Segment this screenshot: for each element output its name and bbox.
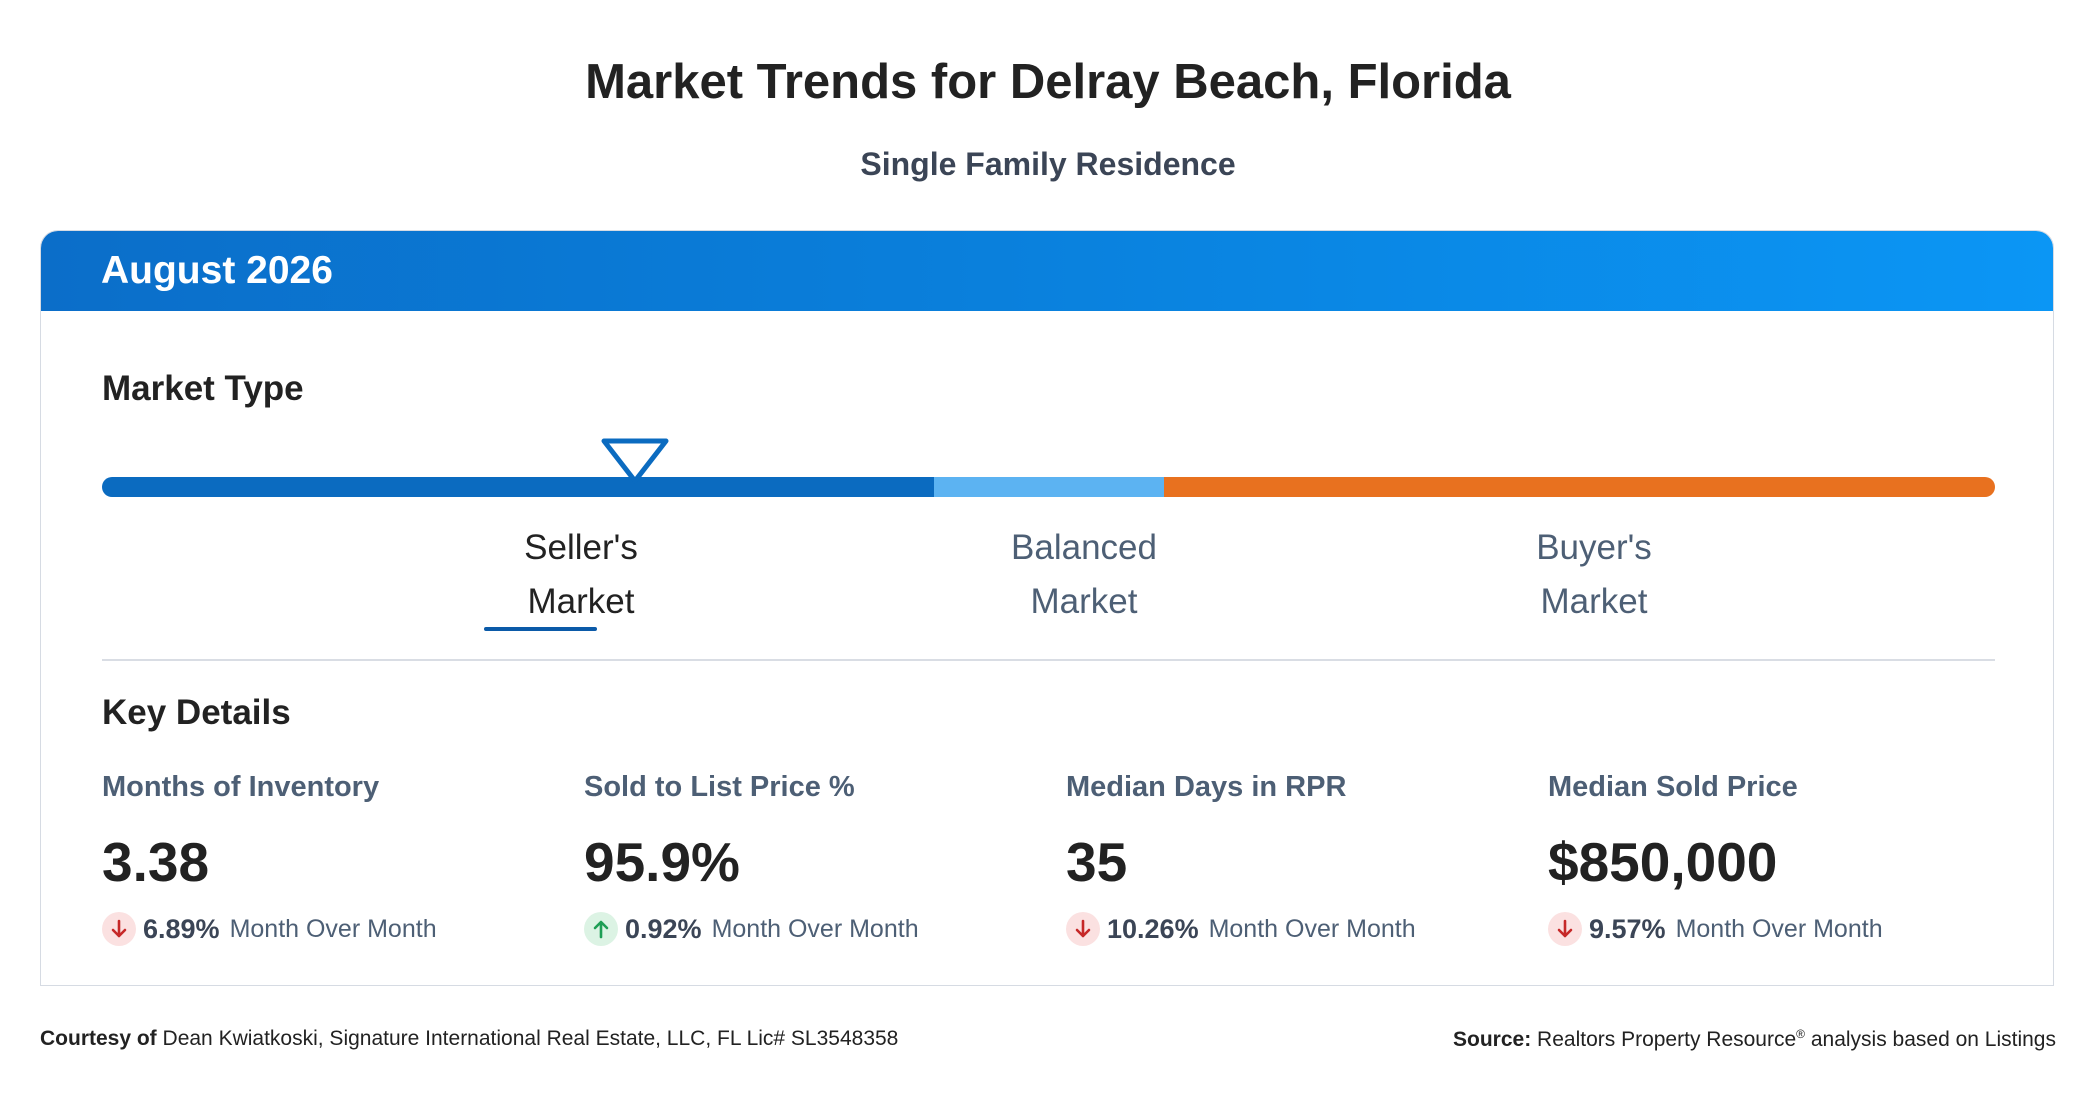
- card-header: August 2026: [41, 231, 2053, 311]
- metric-change: 6.89% Month Over Month: [102, 911, 582, 947]
- market-type-line1: Seller's: [524, 528, 638, 567]
- key-details-title: Key Details: [102, 693, 291, 732]
- metric-value: $850,000: [1548, 831, 1778, 893]
- market-type-title: Market Type: [102, 369, 304, 408]
- metric-change: 9.57% Month Over Month: [1548, 911, 2028, 947]
- change-percent: 10.26%: [1107, 913, 1199, 944]
- change-period: Month Over Month: [229, 914, 437, 943]
- market-type-buyers[interactable]: Buyer's Market: [1494, 521, 1694, 629]
- market-type-sellers[interactable]: Seller's Market: [481, 521, 681, 629]
- metric-median-sold-price: Median Sold Price $850,000 9.57% Month O…: [1548, 771, 2028, 947]
- market-pointer-icon: [601, 438, 669, 484]
- market-type-line1: Buyer's: [1536, 528, 1652, 567]
- courtesy-text: Dean Kwiatkoski, Signature International…: [162, 1027, 899, 1050]
- change-period: Month Over Month: [711, 914, 919, 943]
- market-type-line2: Market: [1540, 582, 1648, 621]
- page-subtitle: Single Family Residence: [860, 146, 1236, 182]
- market-type-line1: Balanced: [1011, 528, 1157, 567]
- metric-sold-to-list: Sold to List Price % 95.9% 0.92% Month O…: [584, 771, 1064, 947]
- source-label: Source:: [1453, 1028, 1532, 1051]
- change-period: Month Over Month: [1675, 914, 1883, 943]
- arrow-down-icon: [1548, 912, 1582, 946]
- section-divider: [102, 659, 1995, 661]
- metric-change: 0.92% Month Over Month: [584, 911, 1064, 947]
- change-period: Month Over Month: [1208, 914, 1416, 943]
- balanced-segment: [934, 477, 1164, 497]
- metric-label: Months of Inventory: [102, 771, 380, 803]
- metric-median-days: Median Days in RPR 35 10.26% Month Over …: [1066, 771, 1546, 947]
- seller-segment: [102, 477, 934, 497]
- market-type-bar: [102, 477, 1995, 497]
- arrow-down-icon: [102, 912, 136, 946]
- market-type-line2: Market: [1030, 582, 1138, 621]
- source-text: Realtors Property Resource: [1537, 1028, 1797, 1051]
- metric-value: 95.9%: [584, 831, 740, 893]
- metric-months-of-inventory: Months of Inventory 3.38 6.89% Month Ove…: [102, 771, 582, 947]
- arrow-down-icon: [1066, 912, 1100, 946]
- change-percent: 0.92%: [625, 913, 702, 944]
- market-card: August 2026 Market Type Seller's Market …: [40, 230, 2054, 986]
- change-percent: 9.57%: [1589, 913, 1666, 944]
- market-type-balanced[interactable]: Balanced Market: [984, 521, 1184, 629]
- metric-change: 10.26% Month Over Month: [1066, 911, 1546, 947]
- courtesy-label: Courtesy of: [40, 1027, 157, 1050]
- page-title: Market Trends for Delray Beach, Florida: [585, 55, 1511, 109]
- buyer-segment: [1164, 477, 1995, 497]
- active-market-underline: [484, 627, 597, 631]
- registered-mark: ®: [1796, 1027, 1805, 1041]
- metric-label: Median Sold Price: [1548, 771, 1798, 803]
- period-label: August 2026: [101, 249, 333, 292]
- metric-label: Median Days in RPR: [1066, 771, 1347, 803]
- market-type-line2: Market: [527, 582, 635, 621]
- source-text-suffix: analysis based on Listings: [1805, 1028, 2056, 1051]
- metric-value: 35: [1066, 831, 1128, 893]
- courtesy-footer: Courtesy of Dean Kwiatkoski, Signature I…: [40, 1027, 898, 1051]
- metric-value: 3.38: [102, 831, 210, 893]
- arrow-up-icon: [584, 912, 618, 946]
- metric-label: Sold to List Price %: [584, 771, 855, 803]
- source-footer: Source: Realtors Property Resource® anal…: [1453, 1027, 2056, 1052]
- change-percent: 6.89%: [143, 913, 220, 944]
